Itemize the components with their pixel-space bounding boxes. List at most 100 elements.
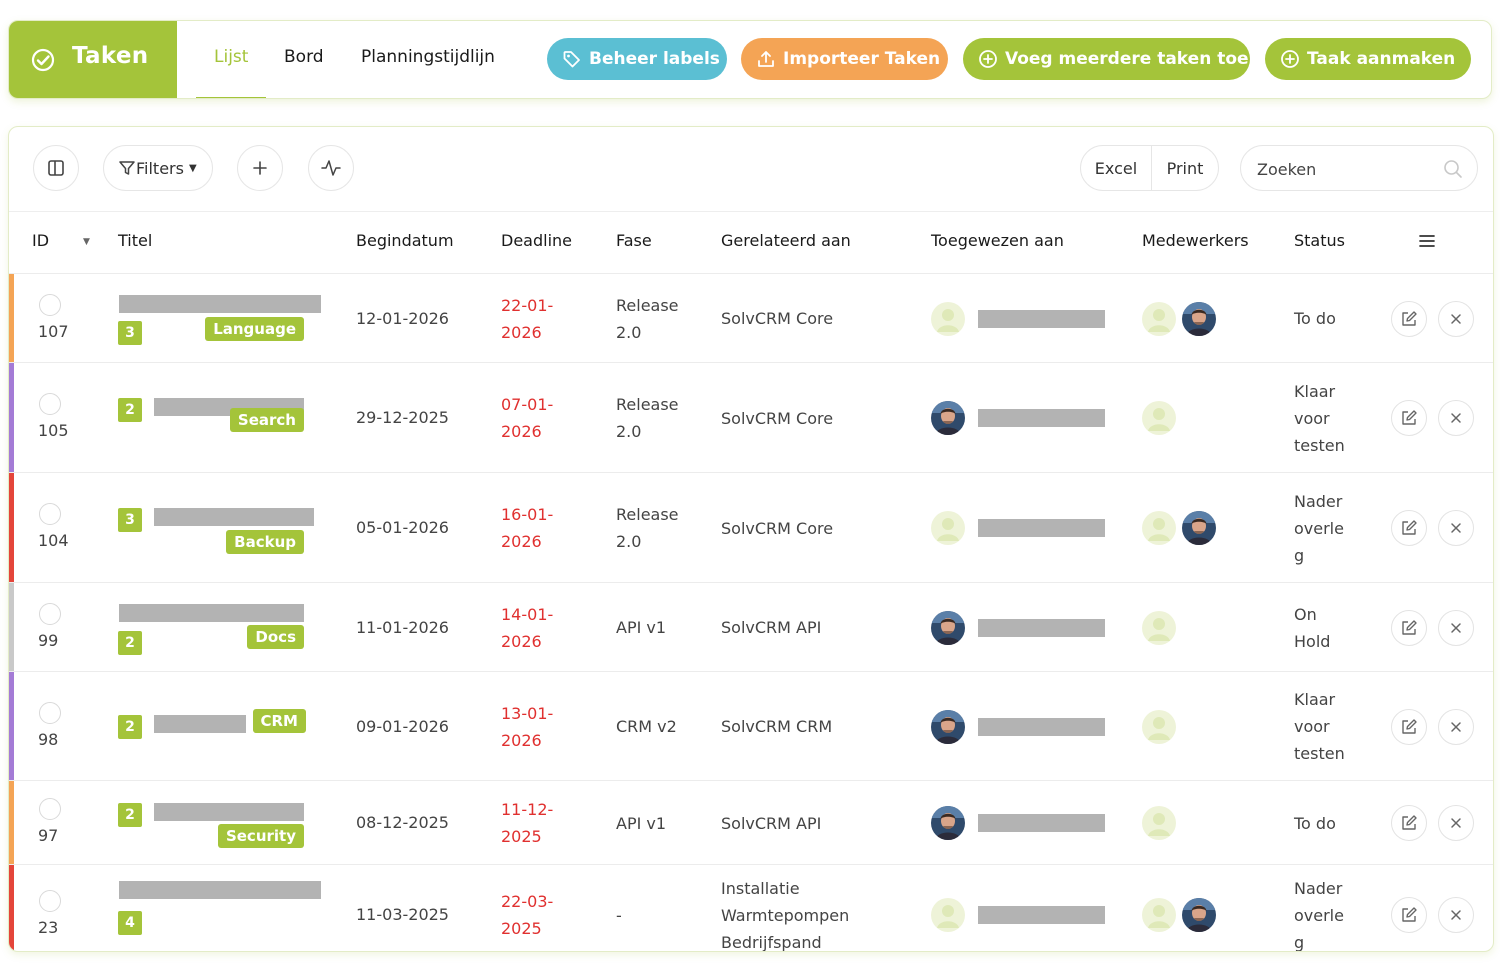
related-to: SolvCRM API: [721, 618, 822, 637]
column-header-status[interactable]: Status: [1294, 231, 1345, 250]
tab-planningstijdlijn[interactable]: Planningstijdlijn: [361, 47, 495, 67]
row-select-checkbox[interactable]: [39, 798, 61, 820]
edit-button[interactable]: [1391, 708, 1427, 745]
manage-labels-button[interactable]: Beheer labels: [547, 38, 727, 80]
task-title-redacted[interactable]: [119, 295, 321, 313]
column-header-begindatum[interactable]: Begindatum: [356, 231, 454, 250]
task-label-tag: Search: [229, 408, 304, 432]
related-to: Bedrijfspand: [721, 932, 822, 952]
task-title-redacted[interactable]: [154, 803, 304, 821]
related-to: SolvCRM Core: [721, 518, 834, 538]
activity-button[interactable]: [308, 145, 354, 191]
task-title-redacted[interactable]: [154, 715, 246, 733]
task-phase: 2.0: [616, 322, 642, 342]
close-icon: [1451, 523, 1461, 533]
assignee-name-redacted: [978, 618, 1105, 637]
column-menu-icon[interactable]: [1418, 233, 1436, 249]
edit-button[interactable]: [1391, 609, 1427, 646]
delete-button[interactable]: [1438, 609, 1474, 646]
table-row[interactable]: 98 2 CRM 09-01-2026 13-01- 2026 CRM v2 SolvCRM …: [9, 671, 1493, 780]
column-header-gerelateerd[interactable]: Gerelateerd aan: [721, 231, 851, 250]
column-header-toegewezen[interactable]: Toegewezen aan: [931, 231, 1064, 250]
task-status: g: [1294, 932, 1305, 952]
column-header-titel[interactable]: Titel: [118, 231, 153, 250]
bulk-add-tasks-button[interactable]: Voeg meerdere taken toe: [963, 38, 1250, 80]
print-button[interactable]: Print: [1152, 145, 1218, 191]
toggle-columns-button[interactable]: [33, 145, 79, 191]
caret-down-icon: ▼: [188, 162, 197, 174]
import-tasks-button[interactable]: Importeer Taken: [741, 38, 948, 80]
delete-button[interactable]: [1438, 708, 1474, 745]
row-select-checkbox[interactable]: [39, 393, 61, 415]
row-color-stripe: [9, 363, 14, 472]
table-row[interactable]: 23 4 11-03-2025 22-03- 2025 - Installatie Warmt…: [9, 864, 1493, 952]
table-row[interactable]: 105 2 Search 29-12-2025 07-01- 2026 Release 2.0…: [9, 362, 1493, 472]
check-circle-icon: [31, 48, 55, 72]
avatar-placeholder: [931, 898, 965, 932]
row-select-checkbox[interactable]: [39, 293, 61, 316]
start-date: 09-01-2026: [356, 716, 449, 736]
delete-button[interactable]: [1438, 897, 1474, 933]
row-select-checkbox[interactable]: [39, 890, 61, 912]
column-header-fase[interactable]: Fase: [616, 231, 652, 250]
table-row[interactable]: 107 3 Language 12-01-2026 22-01- 2026 Release 2…: [9, 273, 1493, 362]
search-icon[interactable]: [1442, 158, 1464, 180]
task-title-redacted[interactable]: [154, 508, 314, 526]
page-title: Taken: [72, 43, 149, 69]
excel-button[interactable]: Excel: [1081, 145, 1151, 191]
column-header-deadline[interactable]: Deadline: [501, 231, 572, 250]
task-status: Klaar: [1294, 381, 1336, 401]
deadline-date: 2026: [501, 422, 542, 441]
delete-button[interactable]: [1438, 510, 1474, 546]
task-status: Nader: [1294, 878, 1343, 898]
deadline-date: 14-01-: [501, 604, 554, 624]
delete-button[interactable]: [1438, 400, 1474, 436]
task-phase: 2.0: [616, 422, 642, 441]
edit-button[interactable]: [1391, 400, 1427, 436]
task-status: To do: [1294, 813, 1336, 833]
task-title-redacted[interactable]: [119, 604, 304, 622]
start-date: 11-03-2025: [356, 905, 449, 924]
filters-button[interactable]: Filters ▼: [103, 145, 213, 191]
delete-button[interactable]: [1438, 805, 1474, 841]
table-row[interactable]: 97 2 Security 08-12-2025 11-12- 2025 API v1 Sol…: [9, 780, 1493, 864]
create-task-button[interactable]: Taak aanmaken: [1265, 38, 1471, 80]
search-input[interactable]: [1257, 157, 1437, 181]
task-label-tag: Language: [205, 317, 304, 341]
add-filter-button[interactable]: [237, 145, 283, 191]
edit-button[interactable]: [1391, 805, 1427, 841]
avatar-placeholder: [1142, 301, 1176, 336]
task-title-redacted[interactable]: [119, 881, 321, 899]
tab-bord[interactable]: Bord: [284, 47, 324, 67]
close-icon: [1451, 818, 1461, 828]
edit-button[interactable]: [1391, 510, 1427, 546]
task-status: g: [1294, 545, 1305, 565]
edit-icon: [1402, 619, 1417, 635]
related-to: Installatie: [721, 878, 800, 898]
related-to: SolvCRM Core: [721, 408, 834, 428]
avatar: [1182, 898, 1216, 932]
edit-icon: [1402, 410, 1417, 425]
delete-button[interactable]: [1438, 300, 1474, 337]
row-select-checkbox[interactable]: [39, 701, 61, 724]
column-header-medewerkers[interactable]: Medewerkers: [1142, 231, 1249, 250]
app-brand: Taken: [9, 21, 177, 98]
edit-button[interactable]: [1391, 897, 1427, 933]
task-label-tag: CRM: [252, 709, 306, 733]
table-row[interactable]: 104 3 Backup 05-01-2026 16-01- 2026 Release 2.0…: [9, 472, 1493, 582]
avatar: [1182, 301, 1216, 336]
deadline-date: 2026: [501, 631, 542, 651]
sort-down-icon[interactable]: ▼: [83, 237, 90, 247]
row-select-checkbox[interactable]: [39, 602, 61, 625]
deadline-date: 13-01-: [501, 703, 554, 723]
plus-icon: [253, 161, 267, 175]
deadline-date: 2026: [501, 730, 542, 750]
tab-lijst[interactable]: Lijst: [214, 47, 249, 67]
row-select-checkbox[interactable]: [39, 503, 61, 525]
column-header-id[interactable]: ID: [32, 231, 50, 250]
task-status: voor: [1294, 717, 1330, 736]
edit-button[interactable]: [1391, 300, 1427, 337]
task-phase: Release: [616, 395, 679, 414]
table-row[interactable]: 99 2 Docs 11-01-2026 14-01- 2026 API v1 SolvCRM…: [9, 582, 1493, 671]
task-status: overle: [1294, 905, 1344, 925]
